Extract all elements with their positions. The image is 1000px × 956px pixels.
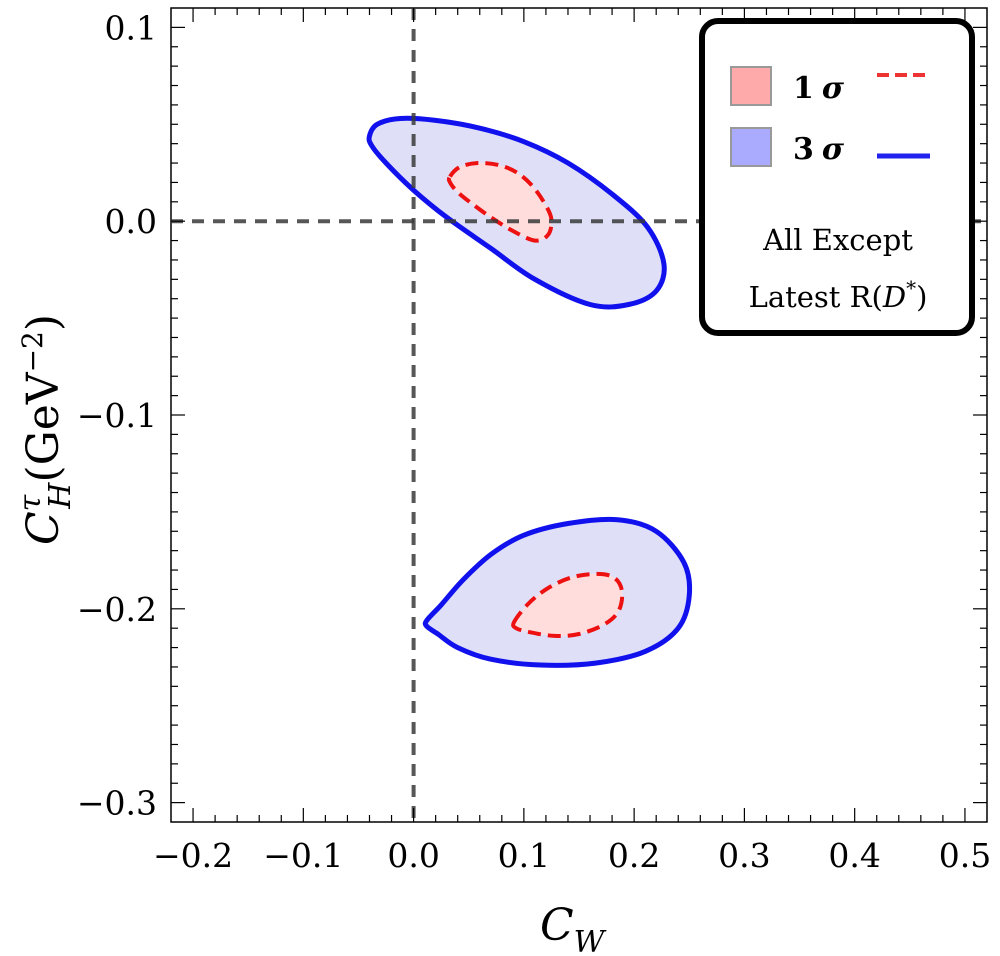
- legend-swatch-3sigma: [730, 127, 772, 167]
- y-tick-label: 0.0: [105, 202, 157, 241]
- region-1sigma-2: [511, 571, 625, 639]
- y-tick-label: −0.1: [77, 396, 157, 435]
- y-tick-label: −0.2: [77, 590, 157, 629]
- x-tick-label: 0.3: [718, 836, 770, 875]
- x-tick-label: −0.2: [153, 836, 233, 875]
- confidence-regions: [366, 115, 693, 668]
- x-axis-title: CW: [540, 900, 607, 956]
- y-tick-label: 0.1: [105, 8, 157, 47]
- y-tick-label: −0.3: [77, 784, 157, 823]
- legend-swatch-1sigma: [730, 66, 772, 106]
- legend-note-line1: All Except: [762, 223, 913, 257]
- region-1sigma-1: [446, 160, 554, 243]
- legend-note-line2: Latest R(D*): [749, 276, 928, 314]
- x-tick-label: 0.0: [387, 836, 439, 875]
- x-tick-label: 0.5: [939, 836, 991, 875]
- axis-tick-labels: −0.2 −0.1 0.0 0.1 0.2 0.3 0.4 0.5 0.1 0.0 −0.1 −0.2…: [77, 8, 991, 875]
- x-tick-label: 0.2: [608, 836, 660, 875]
- x-tick-label: 0.4: [828, 836, 880, 875]
- x-tick-label: 0.1: [498, 836, 550, 875]
- y-axis-title: CτH(GeV−2): [13, 314, 78, 545]
- x-tick-label: −0.1: [263, 836, 343, 875]
